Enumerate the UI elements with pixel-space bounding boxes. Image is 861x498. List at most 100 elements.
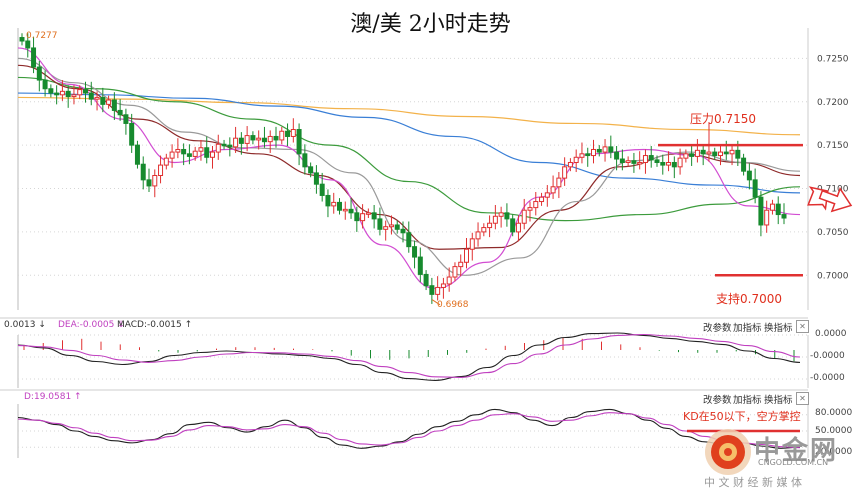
candle-down <box>65 90 71 98</box>
candle-up <box>256 137 262 141</box>
candle-down <box>285 130 291 137</box>
candle-up <box>683 153 689 159</box>
candle-up <box>77 89 83 96</box>
candle-down <box>36 66 42 81</box>
candle-up <box>527 207 533 211</box>
candle-up <box>244 135 250 144</box>
kd-edit-params-button[interactable]: 改参数 <box>703 395 732 406</box>
macd-close-icon[interactable]: ✕ <box>796 320 809 333</box>
candle-up <box>492 215 498 224</box>
low-label: 0.6968 <box>437 300 469 310</box>
candle-down <box>660 161 666 166</box>
y-tick-label: 0.7200 <box>817 98 849 108</box>
candle-up <box>475 231 481 240</box>
candle-down <box>123 114 129 124</box>
macd-dif-label: 0.0013 ↓ <box>4 320 46 330</box>
candle-down <box>654 159 660 163</box>
kd-d-line <box>17 412 801 449</box>
candle-down <box>758 196 764 226</box>
candle-up <box>481 227 487 233</box>
candle-down <box>313 172 319 185</box>
candle-down <box>619 158 625 163</box>
candle-up <box>769 203 775 211</box>
cngold-logo-icon <box>705 429 751 475</box>
low-marker <box>431 299 441 306</box>
macd-switch-indicator-button[interactable]: 换指标 <box>764 323 793 334</box>
candle-up <box>458 261 464 268</box>
candle-up <box>267 135 273 143</box>
logo-slogan-text: 中 文 财 经 新 媒 体 <box>704 476 802 489</box>
kd-tick-20: 20.0000 <box>815 447 853 457</box>
candle-up <box>59 90 65 96</box>
candle-down <box>741 157 747 172</box>
candle-down <box>510 218 516 233</box>
candle-down <box>325 194 331 207</box>
candle-up <box>556 177 562 188</box>
candle-down <box>48 88 54 94</box>
candle-up <box>383 226 389 230</box>
candle-down <box>273 135 279 141</box>
kd-switch-indicator-button[interactable]: 换指标 <box>764 395 793 406</box>
macd-dif-line <box>17 332 801 381</box>
red-arrow-icon <box>818 187 853 213</box>
moving-average-line <box>17 96 801 136</box>
candle-up <box>169 151 175 159</box>
candle-down <box>775 203 781 216</box>
candle-up <box>718 151 723 157</box>
candle-up <box>446 276 452 285</box>
candle-up <box>158 164 164 177</box>
candle-down <box>400 228 406 234</box>
candle-down <box>186 153 192 157</box>
macd-tick-1: 0.0000 <box>815 329 847 339</box>
candle-down <box>504 212 510 220</box>
kd-close-icon[interactable]: ✕ <box>796 392 809 405</box>
macd-add-indicator-button[interactable]: 加指标 <box>733 323 762 334</box>
candle-down <box>671 161 677 168</box>
candle-down <box>596 148 602 153</box>
support-label: 支持0.7000 <box>716 292 782 306</box>
candle-down <box>54 92 60 96</box>
candle-up <box>331 201 337 207</box>
candle-up <box>579 153 585 158</box>
candle-up <box>666 161 672 166</box>
candle-up <box>175 148 181 153</box>
candle-down <box>238 137 244 144</box>
y-tick-label: 0.7050 <box>817 228 849 238</box>
candle-down <box>371 212 377 220</box>
candle-down <box>31 47 37 68</box>
candle-up <box>677 157 683 168</box>
macd-tick-3: -0.0000 <box>810 373 845 383</box>
candle-down <box>354 212 360 222</box>
candle-down <box>735 149 741 159</box>
candle-up <box>498 212 504 217</box>
candle-down <box>700 149 706 155</box>
candle-down <box>302 153 308 168</box>
chart-title: 澳/美 2小时走势 <box>350 12 511 37</box>
candle-down <box>348 208 354 214</box>
candle-down <box>250 135 256 141</box>
candle-up <box>550 186 556 194</box>
candle-down <box>140 163 146 181</box>
candle-down <box>204 147 210 158</box>
candle-up <box>106 99 112 105</box>
kd-add-indicator-button[interactable]: 加指标 <box>733 395 762 406</box>
candle-up <box>163 157 169 166</box>
candle-up <box>567 161 573 168</box>
candle-down <box>42 79 48 90</box>
candle-up <box>515 222 521 233</box>
candle-down <box>412 246 418 258</box>
candle-down <box>614 151 620 160</box>
candle-up <box>215 143 221 153</box>
candle-down <box>129 122 135 146</box>
candle-down <box>631 160 637 164</box>
logo-domain-text: CNGOLD.COM.CN <box>758 458 829 467</box>
macd-edit-params-button[interactable]: 改参数 <box>703 323 732 334</box>
candle-up <box>360 213 366 222</box>
candle-down <box>88 92 94 100</box>
logo-brand-text: 中金网 <box>754 436 839 466</box>
candle-up <box>625 160 631 163</box>
candle-down <box>781 214 787 219</box>
candle-down <box>296 129 302 155</box>
candle-down <box>648 155 654 161</box>
candle-down <box>423 273 429 287</box>
